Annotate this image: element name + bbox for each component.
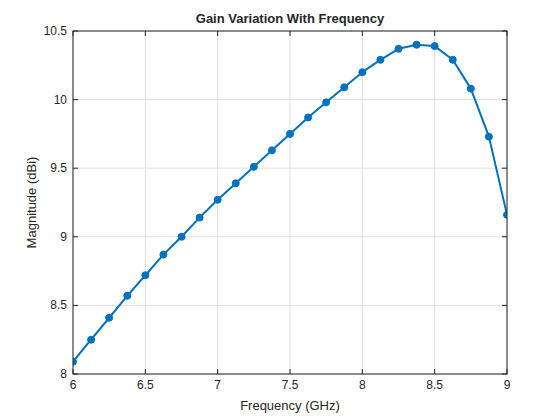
tick-x-top — [145, 31, 146, 36]
tick-label-x: 7 — [214, 378, 221, 392]
data-group — [73, 41, 507, 365]
tick-x — [145, 369, 146, 374]
tick-y-right — [502, 31, 507, 32]
tick-x — [434, 369, 435, 374]
data-point — [323, 99, 330, 106]
grid-line-x — [145, 31, 146, 374]
tick-label-x: 6 — [70, 378, 77, 392]
tick-x-top — [290, 31, 291, 36]
tick-y — [73, 374, 78, 375]
data-point — [377, 56, 384, 63]
tick-label-y: 8.5 — [50, 298, 67, 312]
figure-background — [0, 0, 560, 420]
tick-x — [73, 369, 74, 374]
tick-label-y: 8 — [60, 367, 67, 381]
tick-y-right — [502, 305, 507, 306]
data-point — [178, 233, 185, 240]
data-point — [106, 314, 113, 321]
data-point — [124, 292, 131, 299]
tick-y — [73, 99, 78, 100]
data-point — [287, 130, 294, 137]
grid — [73, 31, 507, 374]
data-point — [504, 211, 508, 218]
data-point — [467, 85, 474, 92]
tick-label-y: 10.5 — [44, 24, 68, 38]
tick-y-right — [502, 374, 507, 375]
tick-y — [73, 305, 78, 306]
tick-y-right — [502, 236, 507, 237]
tick-x-top — [362, 31, 363, 36]
tick-x-top — [507, 31, 508, 36]
tick-label-y: 10 — [54, 93, 68, 107]
x-axis-label: Frequency (GHz) — [240, 398, 340, 413]
tick-label-x: 7.5 — [282, 378, 299, 392]
tick-x — [507, 369, 508, 374]
tick-label-x: 9 — [504, 378, 511, 392]
tick-y — [73, 31, 78, 32]
y-axis-label: Magnitude (dBi) — [24, 157, 39, 249]
tick-x — [362, 369, 363, 374]
data-point — [449, 56, 456, 63]
grid-line-y — [73, 305, 507, 306]
tick-label-y: 9.5 — [50, 161, 67, 175]
grid-line-y — [73, 168, 507, 169]
data-point — [359, 69, 366, 76]
grid-line-x — [362, 31, 363, 374]
data-line — [73, 45, 507, 362]
data-point — [142, 272, 149, 279]
tick-y-right — [502, 99, 507, 100]
data-point — [413, 41, 420, 48]
tick-y — [73, 168, 78, 169]
data-point — [73, 358, 77, 365]
axes-frame — [73, 31, 507, 374]
grid-line-y — [73, 99, 507, 100]
tick-y — [73, 236, 78, 237]
tick-x — [217, 369, 218, 374]
data-point — [395, 45, 402, 52]
data-point — [268, 147, 275, 154]
data-point — [431, 43, 438, 50]
tick-y-right — [502, 168, 507, 169]
ticks: 6 6.5 7 7.5 8 8.5 9 8 8.5 9 9.5 10 10.5 — [44, 24, 511, 392]
tick-x — [290, 369, 291, 374]
tick-x-top — [217, 31, 218, 36]
tick-label-x: 8.5 — [426, 378, 443, 392]
data-point — [196, 214, 203, 221]
data-point — [232, 180, 239, 187]
data-point — [250, 163, 257, 170]
chart-container: 6 6.5 7 7.5 8 8.5 9 8 8.5 9 9.5 10 10.5 Gain Variatio… — [0, 0, 560, 420]
grid-line-x — [434, 31, 435, 374]
tick-x-top — [434, 31, 435, 36]
tick-label-y: 9 — [60, 230, 67, 244]
data-point — [305, 114, 312, 121]
chart-title: Gain Variation With Frequency — [196, 11, 385, 26]
tick-label-x: 8 — [359, 378, 366, 392]
grid-line-x — [290, 31, 291, 374]
tick-label-x: 6.5 — [137, 378, 154, 392]
plot-background — [73, 31, 507, 374]
data-point — [88, 336, 95, 343]
data-point — [160, 251, 167, 258]
data-point — [341, 84, 348, 91]
tick-x-top — [73, 31, 74, 36]
grid-line-y — [73, 236, 507, 237]
data-point — [485, 133, 492, 140]
data-point — [214, 196, 221, 203]
chart-svg: 6 6.5 7 7.5 8 8.5 9 8 8.5 9 9.5 10 10.5 Gain Variatio… — [0, 0, 560, 420]
